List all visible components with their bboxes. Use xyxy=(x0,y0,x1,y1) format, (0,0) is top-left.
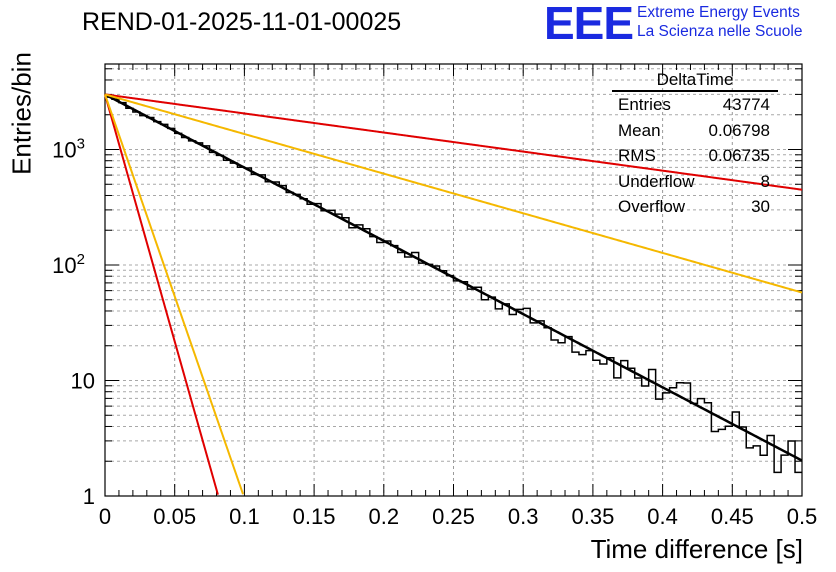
y-tick-label: 10 xyxy=(71,369,95,394)
y-axis-label: Entries/bin xyxy=(6,52,37,175)
series-orange-slow xyxy=(104,93,803,294)
logo-line-1: Extreme Energy Events xyxy=(637,4,800,21)
stats-label: Mean xyxy=(618,120,661,140)
y-tick-label: 103 xyxy=(52,136,85,163)
x-tick-label: 0.5 xyxy=(787,504,818,529)
x-axis-label: Time difference [s] xyxy=(590,534,803,564)
stats-row-rms: RMS 0.06735 xyxy=(612,143,778,169)
stats-row-mean: Mean 0.06798 xyxy=(612,118,778,144)
stats-value: 0.06798 xyxy=(708,120,770,140)
logo-line-2: La Scienza nelle Scuole xyxy=(637,23,803,40)
y-tick-label: 102 xyxy=(52,251,85,278)
x-tick-label: 0 xyxy=(99,504,111,529)
x-tick-label: 0.3 xyxy=(508,504,539,529)
x-tick-label: 0.45 xyxy=(711,504,754,529)
x-tick-label: 0.05 xyxy=(153,504,196,529)
stats-label: Underflow xyxy=(618,171,695,191)
stats-value: 43774 xyxy=(722,95,770,114)
series-orange-fast xyxy=(104,94,244,495)
stats-value: 30 xyxy=(751,197,770,216)
x-tick-label: 0.4 xyxy=(647,504,678,529)
eee-logo: EEE xyxy=(544,0,634,49)
stats-row-underflow: Underflow 8 xyxy=(612,169,778,195)
stats-value: 0.06735 xyxy=(708,146,770,165)
x-tick-label: 0.15 xyxy=(293,504,336,529)
x-tick-label: 0.1 xyxy=(229,504,260,529)
x-tick-label: 0.35 xyxy=(571,504,614,529)
x-tick-label: 0.25 xyxy=(432,504,475,529)
stats-box: DeltaTime Entries 43774 Mean 0.06798 RMS 0.… xyxy=(612,70,778,220)
stats-value: 8 xyxy=(760,171,770,191)
x-tick-label: 0.2 xyxy=(369,504,400,529)
series-red-fast xyxy=(104,94,219,495)
series-fit xyxy=(104,93,803,462)
stats-label: Overflow xyxy=(618,197,686,216)
stats-title: DeltaTime xyxy=(612,70,778,92)
stats-row-entries: Entries 43774 xyxy=(612,92,778,118)
y-tick-label: 1 xyxy=(83,484,95,509)
series-red-slow xyxy=(104,93,803,191)
stats-label: RMS xyxy=(618,146,656,165)
stats-label: Entries xyxy=(618,95,671,114)
run-title: REND-01-2025-11-01-00025 xyxy=(82,8,402,36)
stats-row-overflow: Overflow 30 xyxy=(612,194,778,220)
